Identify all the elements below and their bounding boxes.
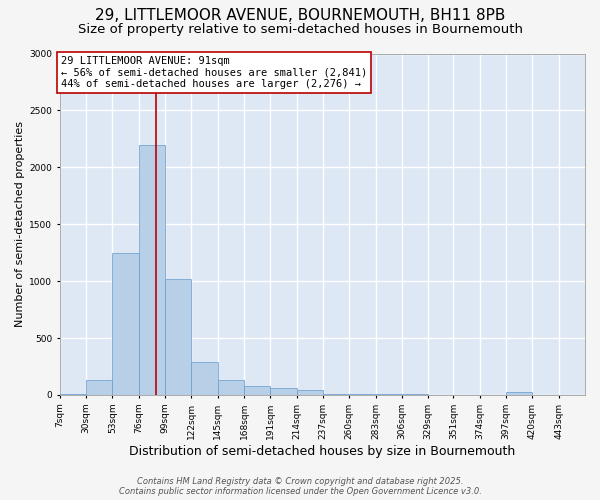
Bar <box>506 392 532 395</box>
Bar <box>323 394 349 395</box>
Bar <box>139 144 165 395</box>
Bar <box>191 362 218 395</box>
Bar <box>402 394 428 395</box>
Bar <box>218 380 244 395</box>
Y-axis label: Number of semi-detached properties: Number of semi-detached properties <box>15 121 25 327</box>
Text: Size of property relative to semi-detached houses in Bournemouth: Size of property relative to semi-detach… <box>77 22 523 36</box>
Text: 29 LITTLEMOOR AVENUE: 91sqm
← 56% of semi-detached houses are smaller (2,841)
44: 29 LITTLEMOOR AVENUE: 91sqm ← 56% of sem… <box>61 56 367 89</box>
Text: Contains HM Land Registry data © Crown copyright and database right 2025.
Contai: Contains HM Land Registry data © Crown c… <box>119 476 481 496</box>
Bar <box>244 386 271 395</box>
X-axis label: Distribution of semi-detached houses by size in Bournemouth: Distribution of semi-detached houses by … <box>129 444 515 458</box>
Bar <box>296 390 323 395</box>
Text: 29, LITTLEMOOR AVENUE, BOURNEMOUTH, BH11 8PB: 29, LITTLEMOOR AVENUE, BOURNEMOUTH, BH11… <box>95 8 505 22</box>
Bar <box>60 394 86 395</box>
Bar <box>376 394 402 395</box>
Bar <box>86 380 112 395</box>
Bar <box>112 252 139 395</box>
Bar <box>165 279 191 395</box>
Bar <box>271 388 296 395</box>
Bar <box>349 394 376 395</box>
